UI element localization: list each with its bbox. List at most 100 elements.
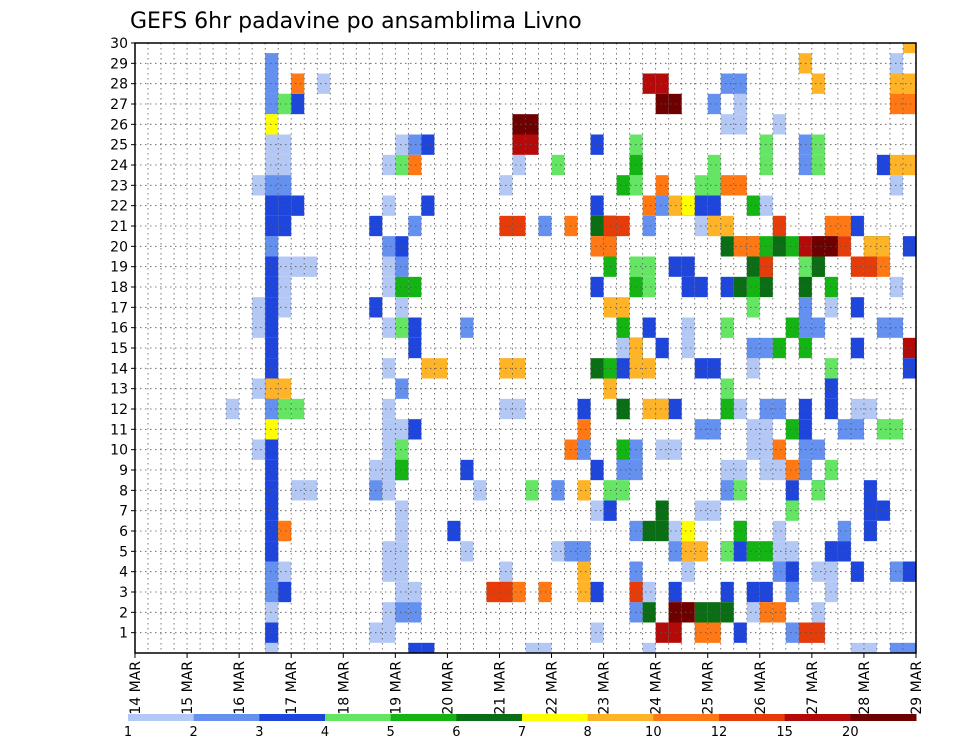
heatmap-cell — [850, 561, 864, 582]
heatmap-cell — [746, 541, 760, 562]
heatmap-cell — [265, 439, 279, 460]
y-tick-label: 19 — [110, 260, 128, 276]
heatmap-cell — [616, 459, 630, 481]
heatmap-cell — [291, 93, 305, 115]
heatmap-cell — [278, 297, 292, 318]
heatmap-cell — [551, 541, 565, 562]
y-tick-label: 29 — [110, 56, 128, 72]
x-tick-label: 21 MAR — [492, 661, 508, 715]
heatmap-cell — [772, 439, 786, 460]
colorbar-swatch — [193, 714, 260, 721]
y-tick-label: 2 — [119, 605, 128, 621]
y-tick-label: 24 — [110, 158, 128, 174]
heatmap-cell — [278, 93, 292, 115]
heatmap-cell — [902, 642, 916, 653]
heatmap-cell — [408, 581, 422, 603]
heatmap-cell — [395, 236, 409, 257]
heatmap-cell — [655, 73, 669, 94]
heatmap-cell — [395, 297, 409, 318]
heatmap-cell — [772, 236, 786, 257]
heatmap-cell — [837, 236, 851, 257]
x-tick-label: 17 MAR — [284, 661, 300, 715]
heatmap-cell — [382, 276, 396, 298]
heatmap-cell — [902, 561, 916, 582]
heatmap-cell — [707, 500, 721, 521]
heatmap-cell — [395, 419, 409, 440]
y-tick-label: 20 — [110, 239, 128, 255]
x-tick-label: 15 MAR — [180, 661, 196, 715]
heatmap-cell — [772, 459, 786, 481]
heatmap-cell — [616, 317, 630, 338]
heatmap-cell — [577, 480, 591, 501]
heatmap-cell — [616, 337, 630, 359]
colorbar-swatch — [784, 714, 851, 721]
heatmap-cell — [551, 480, 565, 501]
heatmap-cell — [850, 398, 864, 420]
heatmap-cell — [252, 378, 266, 399]
heatmap-cell — [772, 398, 786, 420]
heatmap-cell — [395, 581, 409, 603]
y-tick-label: 8 — [119, 483, 128, 499]
heatmap-cell — [395, 439, 409, 460]
heatmap-cell — [512, 358, 526, 379]
heatmap-cell — [382, 602, 396, 623]
colorbar-label: 5 — [387, 725, 395, 740]
y-tick-label: 25 — [110, 138, 128, 154]
heatmap-cell — [720, 480, 734, 501]
colorbar-swatch — [653, 714, 720, 721]
heatmap-cell — [590, 358, 604, 379]
heatmap-cell — [265, 378, 279, 399]
heatmap-cell — [265, 358, 279, 379]
heatmap-cell — [512, 114, 526, 135]
heatmap-cell — [746, 337, 760, 359]
heatmap-cell — [746, 256, 760, 277]
heatmap-cell — [850, 642, 864, 653]
heatmap-cell — [265, 215, 279, 237]
heatmap-cell — [707, 602, 721, 623]
heatmap-cell — [811, 602, 825, 623]
heatmap-cell — [590, 581, 604, 603]
heatmap-cell — [720, 175, 734, 196]
heatmap-cell — [265, 520, 279, 542]
heatmap-cell — [772, 114, 786, 135]
y-tick-label: 11 — [110, 422, 128, 438]
x-tick-label: 27 MAR — [805, 661, 821, 715]
heatmap-cell — [577, 398, 591, 420]
heatmap-cell — [785, 419, 799, 440]
heatmap-cell — [785, 480, 799, 501]
colorbar-label: 2 — [190, 725, 198, 740]
y-tick-label: 7 — [119, 504, 128, 520]
heatmap-cell — [382, 398, 396, 420]
heatmap-cell — [616, 358, 630, 379]
heatmap-cell — [291, 73, 305, 94]
heatmap-cell — [616, 398, 630, 420]
chart-title: GEFS 6hr padavine po ansamblima Livno — [130, 9, 582, 34]
x-tick-label: 22 MAR — [545, 661, 561, 715]
heatmap-cell — [707, 93, 721, 115]
heatmap-cell — [590, 459, 604, 481]
heatmap-cell — [681, 317, 695, 338]
heatmap-cell — [850, 419, 864, 440]
colorbar-label: 20 — [842, 725, 859, 740]
heatmap-cell — [525, 114, 539, 135]
heatmap-cell — [265, 398, 279, 420]
heatmap-cell — [746, 297, 760, 318]
heatmap-cell — [811, 480, 825, 501]
heatmap-cell — [902, 236, 916, 257]
heatmap-cell — [590, 134, 604, 155]
heatmap-cell — [512, 215, 526, 237]
heatmap-cell — [525, 134, 539, 155]
y-tick-label: 23 — [110, 178, 128, 194]
heatmap-cell — [421, 195, 435, 216]
heatmap-cell — [902, 358, 916, 379]
heatmap-cell — [265, 195, 279, 216]
heatmap-cell — [642, 215, 656, 237]
heatmap-cell — [512, 154, 526, 176]
heatmap-cell — [278, 398, 292, 420]
colorbar-label: 15 — [776, 725, 793, 740]
heatmap-cell — [395, 520, 409, 542]
heatmap-cell — [746, 439, 760, 460]
heatmap-cell — [265, 642, 279, 653]
heatmap-cell — [772, 337, 786, 359]
